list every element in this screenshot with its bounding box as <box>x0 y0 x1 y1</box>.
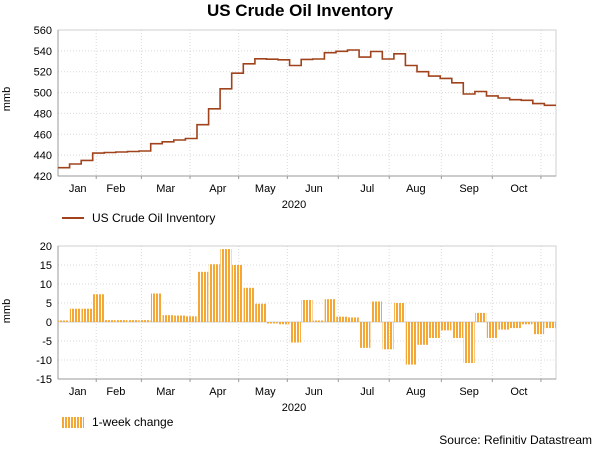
y-tick-label: -10 <box>36 355 52 367</box>
weekly-change-bar-chart: -15 -10 -5 0 5 10 15 20 Jan Feb Mar Apr May Jun Jul Aug… <box>36 241 557 414</box>
y-tick-label: 500 <box>34 88 52 100</box>
x-tick-label: Jun <box>305 183 323 195</box>
x-tick-label: Feb <box>106 183 125 195</box>
change-bar <box>139 320 151 322</box>
y-tick-label: 560 <box>34 25 52 37</box>
source-note: Source: Refinitiv Datastream <box>439 433 592 447</box>
change-bar <box>347 317 359 322</box>
x-tick-label: Apr <box>209 386 226 398</box>
x-tick-label: Sep <box>459 183 479 195</box>
change-bar <box>533 322 545 335</box>
x-tick-label: May <box>255 183 276 195</box>
x-tick-label: Jan <box>69 183 87 195</box>
chart-title: US Crude Oil Inventory <box>206 1 394 20</box>
change-bar <box>313 320 325 322</box>
change-bar <box>104 320 116 322</box>
change-bar <box>336 316 348 322</box>
change-bar <box>174 315 186 322</box>
y-tick-label: 15 <box>40 260 52 272</box>
change-bar <box>417 322 429 345</box>
change-bar <box>69 308 81 322</box>
x-tick-label: Feb <box>106 386 125 398</box>
inventory-legend: US Crude Oil Inventory <box>62 211 215 225</box>
inventory-line-chart: 420 440 460 480 500 520 540 560 Jan Feb Mar Apr May J… <box>34 25 557 211</box>
change-bar <box>185 316 197 322</box>
y-tick-label: 520 <box>34 67 52 79</box>
change-bar <box>301 299 313 322</box>
x-tick-label: Sep <box>459 386 479 398</box>
plot-frame <box>57 29 557 177</box>
x-axis-label: 2020 <box>282 402 306 414</box>
change-bar <box>232 265 244 322</box>
change-bar <box>498 322 510 330</box>
change-bar <box>162 315 174 322</box>
change-bar <box>382 322 394 350</box>
change-bar <box>58 320 70 322</box>
change-bar <box>278 322 290 325</box>
change-bar <box>208 264 220 322</box>
change-bar <box>324 299 336 322</box>
y-tick-label: 460 <box>34 129 52 141</box>
change-bar <box>370 301 382 322</box>
y-tick-label: 540 <box>34 46 52 58</box>
change-legend: 1-week change <box>62 415 173 429</box>
y-tick-label: 440 <box>34 150 52 162</box>
x-tick-label: May <box>255 386 276 398</box>
change-bar <box>509 322 521 329</box>
x-tick-label: Oct <box>510 183 527 195</box>
x-tick-label: Jun <box>305 386 323 398</box>
change-bar <box>255 303 267 322</box>
change-bar <box>405 322 417 365</box>
x-tick-label: Mar <box>156 183 175 195</box>
inventory-series-line <box>58 49 556 169</box>
change-bar <box>544 322 556 329</box>
change-bar <box>359 322 371 348</box>
y-tick-label: 0 <box>46 317 52 329</box>
x-tick-label: Jul <box>360 386 374 398</box>
y-tick-label: -5 <box>42 336 52 348</box>
change-bar <box>116 320 128 322</box>
x-axis-label: 2020 <box>282 199 306 211</box>
change-bar <box>289 322 301 343</box>
x-tick-label: Aug <box>406 386 426 398</box>
y-tick-label: 20 <box>40 241 52 253</box>
inventory-legend-label: US Crude Oil Inventory <box>92 211 216 225</box>
change-bar <box>266 322 278 324</box>
change-bar <box>150 293 162 322</box>
change-bar <box>394 303 406 322</box>
x-tick-label: Oct <box>510 386 527 398</box>
change-bar <box>475 312 487 322</box>
y-tick-label: 10 <box>40 279 52 291</box>
change-bar <box>220 249 232 322</box>
legend-bar-swatch <box>62 416 84 428</box>
y-tick-label: 5 <box>46 298 52 310</box>
change-bar <box>452 322 464 338</box>
change-bar <box>127 320 139 322</box>
change-bar <box>440 322 452 331</box>
legend-line-swatch <box>62 217 84 219</box>
change-bar <box>463 322 475 364</box>
y-tick-label: 420 <box>34 171 52 183</box>
change-bar <box>197 271 209 322</box>
x-tick-label: Apr <box>209 183 226 195</box>
change-bar <box>81 308 93 322</box>
y-tick-label: -15 <box>36 374 52 386</box>
x-tick-label: Jul <box>360 183 374 195</box>
change-bar <box>243 287 255 322</box>
change-bar <box>521 322 533 325</box>
change-bar <box>486 322 498 338</box>
x-tick-label: Jan <box>69 386 87 398</box>
x-tick-label: Mar <box>156 386 175 398</box>
y-tick-label: 480 <box>34 108 52 120</box>
change-bar <box>93 294 105 322</box>
change-bar <box>428 322 440 338</box>
change-legend-label: 1-week change <box>92 415 174 429</box>
x-tick-label: Aug <box>406 183 426 195</box>
